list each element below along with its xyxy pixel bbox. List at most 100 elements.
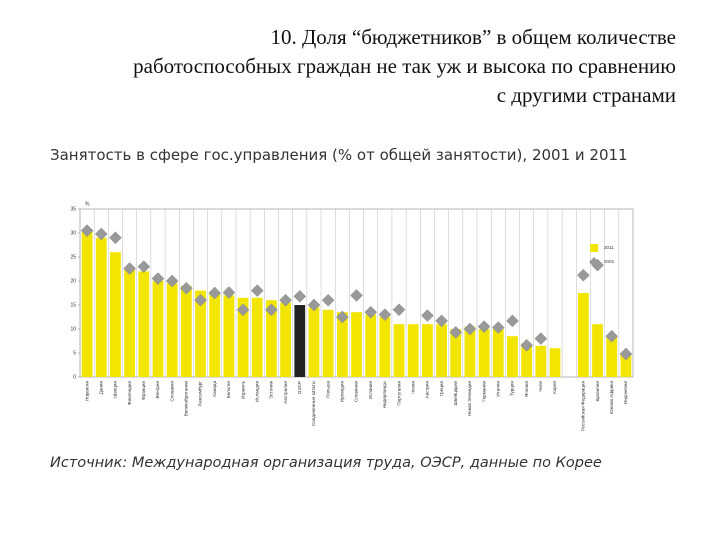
y-tick-label: 25 [70, 254, 76, 260]
source: Источник: Международная организация труд… [50, 455, 602, 471]
x-tick-label: Австрия [425, 380, 430, 398]
x-tick-label: Испания [368, 380, 373, 399]
diamond-marker [463, 322, 477, 336]
bar [393, 324, 405, 377]
diamond-marker [335, 310, 349, 324]
x-tick-label: Корея [552, 380, 557, 393]
diamond-marker [506, 314, 519, 328]
diamond-marker [137, 260, 151, 273]
legend-label: 2001 [604, 259, 615, 264]
bar [81, 230, 93, 377]
x-tick-label: Австралия [283, 380, 288, 403]
diamond-marker [534, 332, 548, 345]
x-tick-label: Израиль [240, 380, 245, 399]
bar [124, 269, 136, 377]
diamond-marker [378, 308, 392, 321]
diamond-marker [109, 231, 122, 245]
x-tick-label: Люксембург [198, 381, 203, 407]
bar [606, 336, 618, 377]
diamond-marker [208, 286, 222, 300]
heading: с другими странами [497, 83, 676, 107]
bar [336, 312, 348, 377]
diamond-marker [80, 224, 94, 237]
diamond-marker [605, 329, 619, 343]
bar [422, 324, 433, 377]
x-tick-label: Соединенные Штаты [311, 381, 316, 426]
bar [549, 348, 561, 377]
bar [195, 290, 206, 377]
diamond-marker [392, 303, 406, 317]
diamond-marker [123, 262, 136, 275]
diamond-marker [222, 286, 236, 299]
bar [180, 285, 192, 377]
x-tick-label: Польша [325, 381, 330, 399]
y-label: % [85, 201, 90, 207]
x-tick-label: Великобритания [184, 380, 189, 416]
x-tick-label: Чехия [410, 380, 415, 393]
x-tick-label: Бразилия [595, 380, 600, 401]
y-tick-label: 15 [70, 302, 76, 308]
diamond-marker [421, 309, 434, 322]
x-tick-label: Франция [141, 380, 146, 399]
y-tick-label: 0 [73, 374, 76, 380]
bar [280, 302, 291, 377]
bar [237, 297, 249, 377]
legend-label: 2011 [604, 245, 614, 250]
y-tick-label: 20 [70, 278, 76, 284]
bar [351, 312, 362, 377]
legend-swatch [589, 257, 599, 267]
x-tick-label: Бельгия [226, 381, 231, 399]
bar [365, 314, 377, 377]
diamond-marker [94, 227, 108, 241]
diamond-marker [236, 303, 250, 317]
y-tick-label: 35 [70, 206, 76, 212]
diamond-marker [293, 290, 307, 303]
diamond-marker [364, 305, 378, 319]
bar [478, 329, 490, 377]
x-tick-label: Исландия [254, 380, 259, 402]
diamond-marker [435, 314, 448, 328]
bar [450, 329, 462, 377]
x-tick-label: Португалия [396, 381, 401, 406]
bar [138, 271, 150, 377]
x-tick-label: Новая Зеландия [467, 380, 472, 416]
bar [492, 329, 504, 377]
x-tick-label: Греция [439, 380, 444, 396]
diamond-marker [279, 293, 292, 307]
bar [407, 324, 419, 377]
bar [521, 343, 533, 377]
y-tick-label: 30 [70, 230, 76, 236]
diamond-marker [449, 326, 463, 339]
bar [95, 237, 107, 377]
diamond-marker [350, 289, 363, 302]
x-tick-label: ОЭСР [297, 381, 302, 394]
x-tick-label: Словения [354, 380, 359, 402]
x-tick-label: Нидерланды [382, 381, 387, 408]
bar [436, 324, 447, 377]
x-tick-label: Российская Федерация [580, 381, 586, 431]
diamond-marker [577, 268, 590, 282]
bar [308, 307, 320, 377]
bar [266, 300, 277, 377]
y-tick-label: 5 [73, 350, 76, 356]
x-tick-label: Швеция [113, 380, 118, 397]
x-tick-label: Дания [98, 380, 103, 394]
diamond-marker [179, 281, 193, 295]
diamond-marker [491, 321, 505, 334]
x-tick-label: Норвегия [84, 380, 89, 401]
bar [507, 336, 518, 377]
bar [464, 326, 476, 377]
x-tick-label: Словакия [169, 381, 174, 402]
diamond-marker [619, 347, 633, 361]
diamond-marker [250, 284, 264, 297]
x-tick-label: Швейцария [452, 380, 458, 405]
heading: 10. Доля “бюджетников” в общем количеств… [270, 25, 676, 49]
bar [251, 297, 263, 377]
bar [294, 305, 306, 377]
y-tick-label: 10 [70, 326, 76, 332]
x-tick-label: Чили [538, 381, 543, 392]
diamond-marker [321, 293, 335, 307]
x-tick-label: Турция [510, 381, 515, 397]
heading: работоспособных граждан не так уж и высо… [133, 54, 676, 78]
bar [223, 295, 235, 377]
